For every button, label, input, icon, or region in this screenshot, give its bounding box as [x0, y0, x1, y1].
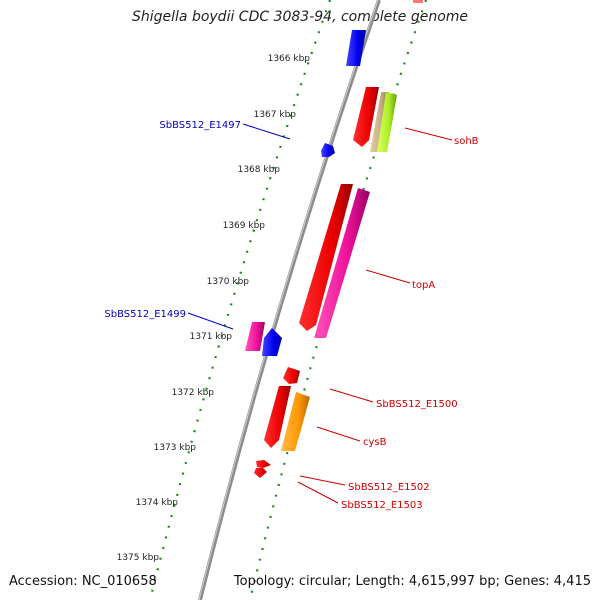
gene-arrow-SbBS512_E1499-blue[interactable]	[262, 328, 282, 356]
leader-line-sohB	[404, 127, 453, 141]
leader-line-SbBS512_E1500	[329, 388, 374, 403]
kbp-tick-label: 1372 kbp	[172, 388, 215, 398]
gene-label-SbBS512_E1500[interactable]: SbBS512_E1500	[376, 399, 458, 410]
gene-arrow-SbBS512_E1500[interactable]	[283, 367, 300, 384]
gene-arrow-topA[interactable]	[314, 188, 370, 338]
gene-label-SbBS512_E1502[interactable]: SbBS512_E1502	[348, 482, 430, 493]
gene-arrow-SbBS512_E1502[interactable]	[256, 460, 271, 468]
leader-line-SbBS512_E1502	[299, 475, 346, 486]
gene-label-cysB[interactable]: cysB	[363, 437, 387, 448]
gene-arrow-blue-top[interactable]	[346, 30, 366, 66]
right-tick-track	[248, 0, 428, 600]
gene-label-SbBS512_E1497[interactable]: SbBS512_E1497	[159, 120, 241, 131]
leader-line-SbBS512_E1497	[242, 123, 291, 140]
left-tick-track	[148, 0, 332, 600]
genome-summary: Topology: circular; Length: 4,615,997 bp…	[233, 574, 591, 589]
kbp-tick-label: 1369 kbp	[223, 221, 266, 231]
genome-backbone	[198, 0, 381, 600]
gene-arrow-SbBS512_E1503[interactable]	[254, 468, 267, 478]
gene-label-SbBS512_E1499[interactable]: SbBS512_E1499	[104, 309, 186, 320]
kbp-tick-label: 1368 kbp	[238, 165, 281, 175]
leader-line-cysB	[316, 426, 361, 442]
kbp-tick-label: 1366 kbp	[268, 54, 311, 64]
leader-line-SbBS512_E1503	[297, 481, 339, 504]
kbp-tick-label: 1367 kbp	[254, 110, 297, 120]
leader-line-SbBS512_E1499	[187, 312, 234, 330]
accession-label: Accession: NC_010658	[9, 574, 157, 589]
gene-label-sohB[interactable]: sohB	[454, 136, 479, 147]
label-leader-lines	[187, 123, 453, 504]
kbp-tick-label: 1374 kbp	[136, 498, 179, 508]
genome-title: Shigella boydii CDC 3083-94, complete ge…	[131, 9, 469, 25]
gene-arrow-SbBS512_E1499-magenta[interactable]	[245, 322, 265, 351]
gene-labels: sohB topA SbBS512_E1500 cysB SbBS512_E15…	[104, 120, 478, 511]
kbp-tick-labels: 1366 kbp 1367 kbp 1368 kbp 1369 kbp 1370…	[117, 54, 311, 563]
gene-arrow-red-large[interactable]	[299, 184, 353, 331]
gene-arrow-red-lower[interactable]	[264, 386, 291, 448]
gene-arrow-cysB[interactable]	[281, 392, 310, 451]
gene-arrow-SbBS512_E1497[interactable]	[321, 143, 335, 157]
gene-label-SbBS512_E1503[interactable]: SbBS512_E1503	[341, 500, 423, 511]
leader-line-topA	[365, 269, 411, 284]
kbp-tick-label: 1373 kbp	[154, 443, 197, 453]
backbone-highlight	[198, 0, 379, 600]
kbp-tick-label: 1375 kbp	[117, 553, 160, 563]
gene-label-topA[interactable]: topA	[412, 280, 435, 291]
gene-arrow-sohB-red[interactable]	[353, 87, 379, 147]
kbp-tick-label: 1371 kbp	[190, 332, 233, 342]
gene-arrow-sohB[interactable]	[377, 92, 397, 152]
top-clipped-tick	[413, 0, 423, 3]
kbp-tick-label: 1370 kbp	[207, 277, 250, 287]
